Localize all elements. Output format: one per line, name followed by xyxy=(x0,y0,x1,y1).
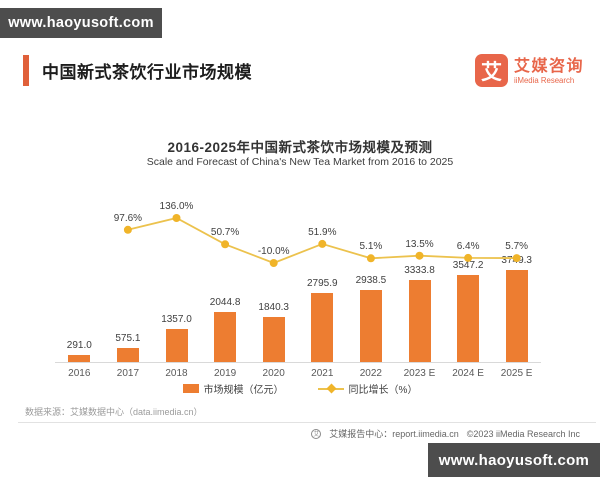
bar-2022 xyxy=(359,289,382,362)
bar-series-swatch-icon xyxy=(182,384,199,393)
x-axis-label: 2023 E xyxy=(403,368,436,379)
bar-value-label: 2044.8 xyxy=(209,296,241,308)
bar-2017 xyxy=(116,347,139,362)
chart-subtitle: Scale and Forecast of China's New Tea Ma… xyxy=(146,156,454,168)
growth-value-label: 13.5% xyxy=(405,238,434,250)
legend-item-market-scale: 市场规模（亿元） xyxy=(182,381,284,396)
growth-value-label: 51.9% xyxy=(308,226,337,238)
line-marker xyxy=(318,239,327,248)
watermark-banner-top: www.haoyusoft.com xyxy=(0,8,162,38)
footer: 艾 艾媒报告中心：report.iimedia.cn ©2023 iiMedia… xyxy=(311,427,580,440)
x-axis-label: 2018 xyxy=(165,368,188,379)
growth-value-label: -10.0% xyxy=(257,246,290,257)
legend-label-market-scale: 市场规模（亿元） xyxy=(203,385,284,396)
yoy-growth-line xyxy=(123,214,521,267)
iimedia-logo: 艾 艾媒咨询 iiMedia Research xyxy=(474,54,584,87)
x-axis-label: 2020 xyxy=(262,368,285,379)
footer-divider xyxy=(18,422,596,423)
x-axis-label: 2017 xyxy=(116,368,140,379)
line-marker xyxy=(464,253,473,262)
footer-copyright: ©2023 iiMedia Research Inc xyxy=(466,428,580,439)
line-marker xyxy=(512,254,521,263)
bar-2019 xyxy=(214,311,237,362)
bar-2023 E xyxy=(408,280,431,362)
data-source-note: 数据来源：艾媒数据中心（data.iimedia.cn） xyxy=(25,407,203,417)
bar-2016 xyxy=(68,354,91,362)
growth-value-label: 5.1% xyxy=(359,241,383,253)
page-title: 中国新式茶饮行业市场规模 xyxy=(42,63,252,82)
x-axis: 2016 2017 2018 2019 2020 2021 2022 2023 E 2024 E… xyxy=(55,368,541,379)
bar-value-label: 2938.5 xyxy=(355,274,387,286)
logo-name-cn: 艾媒咨询 xyxy=(513,57,584,75)
bar-value-label: 3333.8 xyxy=(404,265,435,277)
line-marker xyxy=(415,251,424,260)
growth-value-label: 136.0% xyxy=(159,201,194,212)
chart-legend: 市场规模（亿元） 同比增长（%） xyxy=(0,381,600,396)
title-accent-bar xyxy=(23,55,29,86)
x-axis-label: 2016 xyxy=(68,368,91,379)
x-axis-label: 2021 xyxy=(311,368,334,379)
bar-value-label: 1840.3 xyxy=(258,301,289,313)
watermark-banner-bottom: www.haoyusoft.com xyxy=(428,443,600,477)
growth-value-label: 6.4% xyxy=(456,240,480,252)
line-marker xyxy=(366,254,375,263)
footer-report-center: 艾媒报告中心：report.iimedia.cn xyxy=(329,429,459,439)
iimedia-logo-icon: 艾 xyxy=(474,54,508,87)
chart-title: 2016-2025年中国新式茶饮市场规模及预测 xyxy=(167,140,433,155)
growth-value-label: 5.7% xyxy=(505,241,529,253)
header: 中国新式茶饮行业市场规模 xyxy=(23,55,252,86)
line-marker xyxy=(172,214,181,222)
bar-value-label: 575.1 xyxy=(115,332,141,344)
bar-2020 xyxy=(262,316,285,362)
line-series-swatch-icon xyxy=(317,383,344,394)
logo-text: 艾媒咨询 iiMedia Research xyxy=(514,57,584,85)
bar-2018 xyxy=(165,328,188,362)
bar-2024 E xyxy=(457,275,480,362)
bar-value-label: 3547.2 xyxy=(452,260,484,271)
chart-plot-area: 291.0 575.1 1357.0 2044.8 1840.3 2795.9 2938.5… xyxy=(55,198,541,363)
x-axis-label: 2025 E xyxy=(500,368,533,379)
legend-item-yoy-growth: 同比增长（%） xyxy=(317,381,418,396)
bar-value-label: 291.0 xyxy=(66,339,92,351)
bar-2025 E xyxy=(505,270,528,362)
bar-value-label: 2795.9 xyxy=(307,278,338,290)
logo-name-en: iiMedia Research xyxy=(513,75,575,85)
growth-value-label: 97.6% xyxy=(113,212,143,224)
x-axis-label: 2024 E xyxy=(452,368,484,379)
growth-value-label: 50.7% xyxy=(210,227,240,239)
line-marker xyxy=(269,259,278,267)
legend-label-yoy-growth: 同比增长（%） xyxy=(348,385,418,396)
iimedia-mark-icon: 艾 xyxy=(311,428,322,439)
bar-2021 xyxy=(311,293,334,362)
line-marker xyxy=(221,240,230,249)
bar-value-label: 1357.0 xyxy=(161,313,192,325)
x-axis-label: 2019 xyxy=(213,368,237,379)
x-axis-label: 2022 xyxy=(359,368,382,379)
line-marker xyxy=(123,225,132,234)
